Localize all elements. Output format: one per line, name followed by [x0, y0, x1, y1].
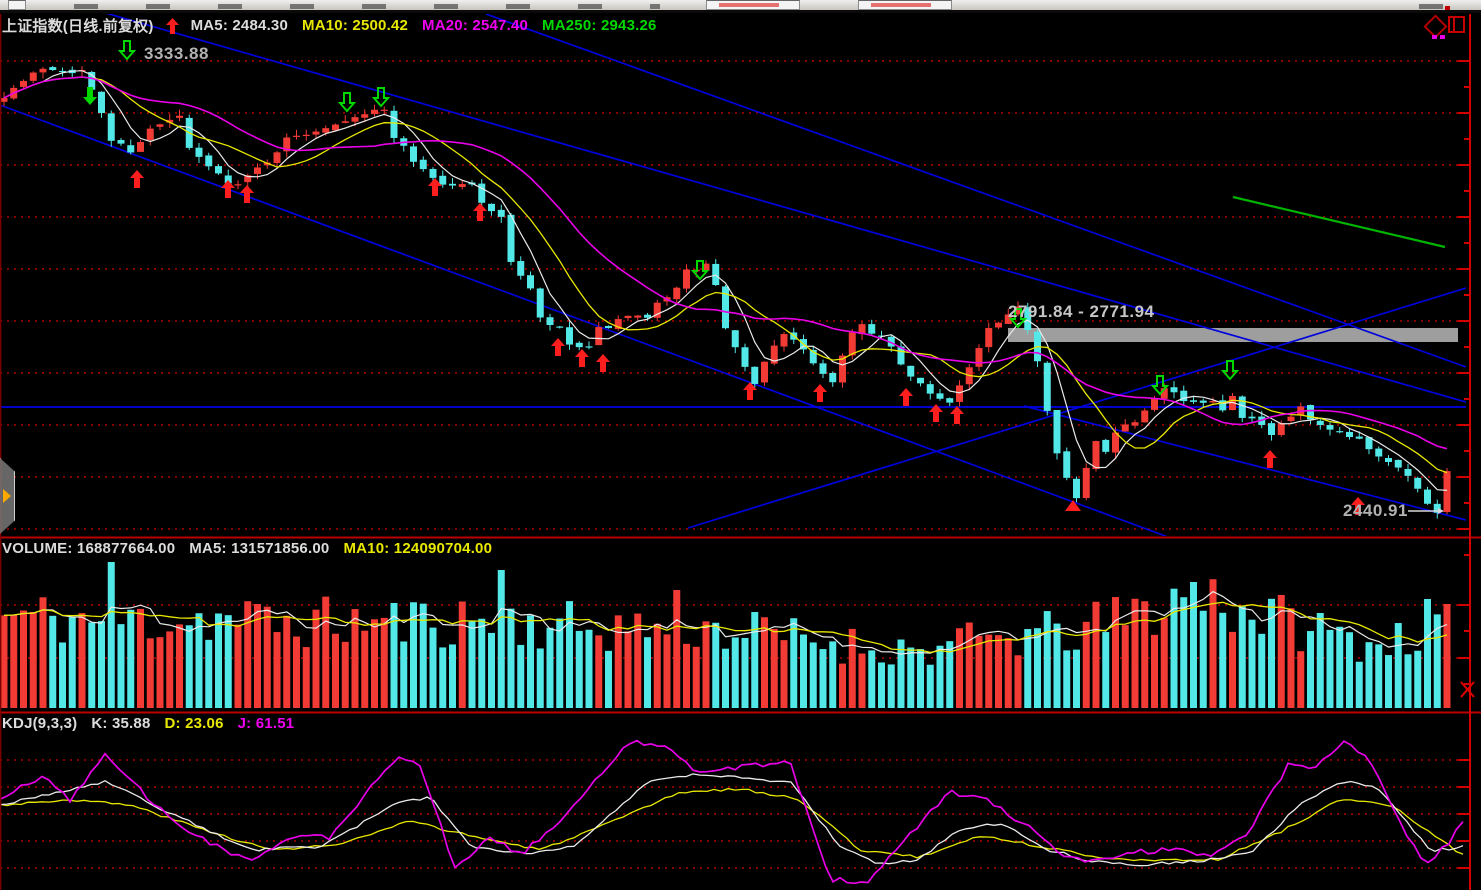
- buy-signal-arrow-icon: [551, 338, 565, 356]
- hollow-sell-arrow-icon: [690, 260, 710, 281]
- kdj-header: KDJ(9,3,3) K: 35.88 D: 23.06 J: 61.51: [2, 715, 294, 732]
- code-text-remnant: [719, 3, 779, 7]
- red-triangle-marker-icon: [1065, 500, 1081, 511]
- status-dot: [1445, 6, 1450, 10]
- hollow-sell-arrow-icon: [117, 40, 137, 61]
- gap-range-label: 2791.84 - 2771.94: [1008, 302, 1155, 321]
- axis-and-borders: [0, 14, 1481, 890]
- buy-signal-arrow-icon: [221, 180, 235, 198]
- buy-signal-arrow-icon: [743, 382, 757, 400]
- expand-arrow-icon: [3, 489, 11, 503]
- volume-ma10-value: MA10: 124090704.00: [343, 540, 493, 557]
- code-input-box-2[interactable]: [858, 0, 952, 10]
- toolbar[interactable]: [0, 0, 1481, 13]
- hollow-sell-arrow-icon: [371, 87, 391, 108]
- ma250-value: MA250: 2943.26: [542, 17, 657, 34]
- last-price-label: 2440.91: [1343, 501, 1408, 520]
- buy-signal-arrow-icon: [813, 384, 827, 402]
- buy-signal-arrow-icon: [596, 354, 610, 372]
- ma20-value: MA20: 2547.40: [422, 17, 529, 34]
- hollow-sell-arrow-icon: [1008, 308, 1028, 329]
- kdj-d-value: D: 23.06: [164, 715, 224, 732]
- buy-signal-arrow-icon: [950, 406, 964, 424]
- kdj-j-value: J: 61.51: [237, 715, 295, 732]
- buy-signal-arrow-icon: [473, 203, 487, 221]
- volume-value: VOLUME: 168877664.00: [2, 540, 176, 557]
- hollow-sell-arrow-icon: [1220, 360, 1240, 381]
- code-text-remnant: [871, 3, 931, 7]
- buy-signal-arrow-icon: [240, 185, 254, 203]
- hollow-sell-arrow-icon: [337, 92, 357, 113]
- kdj-k-value: K: 35.88: [91, 715, 151, 732]
- buy-signal-arrow-icon: [1351, 497, 1365, 515]
- symbol-title: 上证指数(日线.前复权): [2, 18, 154, 35]
- buy-signal-arrow-icon: [575, 349, 589, 367]
- window-controls-remnant: [1385, 4, 1465, 9]
- pointer-arrowhead-icon: [1438, 508, 1444, 514]
- candlesticks: [0, 65, 1451, 519]
- hollow-sell-arrow-icon: [1150, 375, 1170, 396]
- close-indicator-icon[interactable]: [1460, 681, 1475, 698]
- ma5-value: MA5: 2484.30: [190, 17, 289, 34]
- kdj-title: KDJ(9,3,3): [2, 715, 78, 732]
- buy-signal-arrow-icon: [428, 178, 442, 196]
- code-input-box-1[interactable]: [706, 0, 800, 10]
- up-arrow-icon: [165, 17, 179, 34]
- split-window-icon[interactable]: [1448, 16, 1465, 33]
- sell-signal-arrow-icon: [83, 87, 97, 105]
- buy-signal-arrow-icon: [899, 388, 913, 406]
- volume-ma-lines: [3, 590, 1448, 655]
- kdj-lines: [0, 739, 1464, 885]
- menu-bar-remnant: [40, 4, 660, 9]
- buy-signal-arrow-icon: [130, 170, 144, 188]
- volume-bars: [0, 562, 1451, 708]
- buy-signal-arrow-icon: [1263, 450, 1277, 468]
- signal-arrows: [83, 40, 1365, 515]
- ma10-value: MA10: 2500.42: [302, 17, 409, 34]
- volume-header: VOLUME: 168877664.00 MA5: 131571856.00 M…: [2, 540, 492, 557]
- magenta-marker-dot: [1440, 35, 1445, 39]
- moving-averages: [3, 70, 1448, 491]
- swing-high-label: 3333.88: [144, 44, 209, 63]
- buy-signal-arrow-icon: [929, 404, 943, 422]
- magenta-marker-dot: [1432, 35, 1437, 39]
- toolbar-button[interactable]: [8, 0, 26, 10]
- gridlines: [0, 60, 1466, 869]
- volume-ma5-value: MA5: 131571856.00: [189, 540, 330, 557]
- split-window-divider: [1453, 18, 1455, 31]
- main-chart-header: 上证指数(日线.前复权) MA5: 2484.30 MA10: 2500.42 …: [2, 15, 657, 36]
